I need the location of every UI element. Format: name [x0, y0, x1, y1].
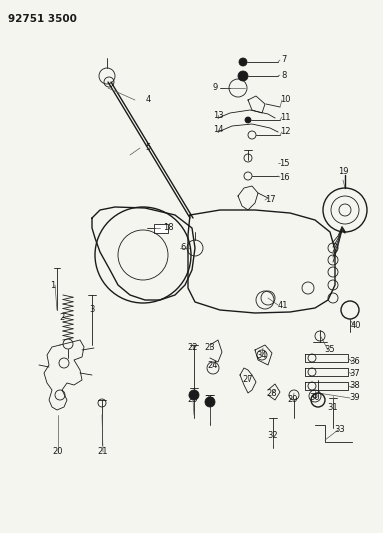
Text: 7: 7: [281, 55, 287, 64]
Text: 14: 14: [213, 125, 223, 134]
Text: 34: 34: [257, 351, 267, 359]
Bar: [154, 224, 168, 233]
Text: 24: 24: [208, 360, 218, 369]
Text: 30: 30: [310, 393, 320, 402]
Text: 25: 25: [188, 395, 198, 405]
Text: 22: 22: [188, 343, 198, 352]
Text: 11: 11: [280, 112, 290, 122]
Text: 33: 33: [335, 425, 345, 434]
Text: 17: 17: [265, 196, 275, 205]
Circle shape: [205, 397, 215, 407]
Text: 19: 19: [338, 167, 348, 176]
Text: 13: 13: [213, 110, 223, 119]
Text: 4: 4: [146, 95, 151, 104]
Text: 15: 15: [279, 158, 289, 167]
Circle shape: [189, 390, 199, 400]
Text: 92751 3500: 92751 3500: [8, 14, 77, 24]
Text: 36: 36: [350, 358, 360, 367]
Text: 6: 6: [180, 244, 186, 253]
Text: 9: 9: [213, 84, 218, 93]
Text: 27: 27: [243, 376, 253, 384]
Circle shape: [245, 117, 251, 123]
Text: 5: 5: [146, 143, 151, 152]
Text: 41: 41: [278, 301, 288, 310]
Text: 2: 2: [59, 313, 65, 322]
Text: 40: 40: [351, 320, 361, 329]
Text: 3: 3: [89, 305, 95, 314]
Text: 16: 16: [279, 173, 289, 182]
Text: 26: 26: [205, 395, 215, 405]
Text: 20: 20: [53, 448, 63, 456]
Text: 28: 28: [267, 389, 277, 398]
Text: 21: 21: [98, 448, 108, 456]
Circle shape: [239, 58, 247, 66]
Text: 39: 39: [350, 393, 360, 402]
Text: 38: 38: [350, 382, 360, 391]
Text: 12: 12: [280, 127, 290, 136]
Circle shape: [238, 71, 248, 81]
Text: 23: 23: [205, 343, 215, 352]
Text: 35: 35: [325, 345, 335, 354]
Text: 29: 29: [288, 395, 298, 405]
Text: 32: 32: [268, 431, 278, 440]
Text: 8: 8: [281, 70, 287, 79]
Text: 18: 18: [163, 223, 173, 232]
Text: 37: 37: [350, 369, 360, 378]
Text: 10: 10: [280, 95, 290, 104]
Text: 31: 31: [328, 402, 338, 411]
Text: 1: 1: [51, 280, 56, 289]
